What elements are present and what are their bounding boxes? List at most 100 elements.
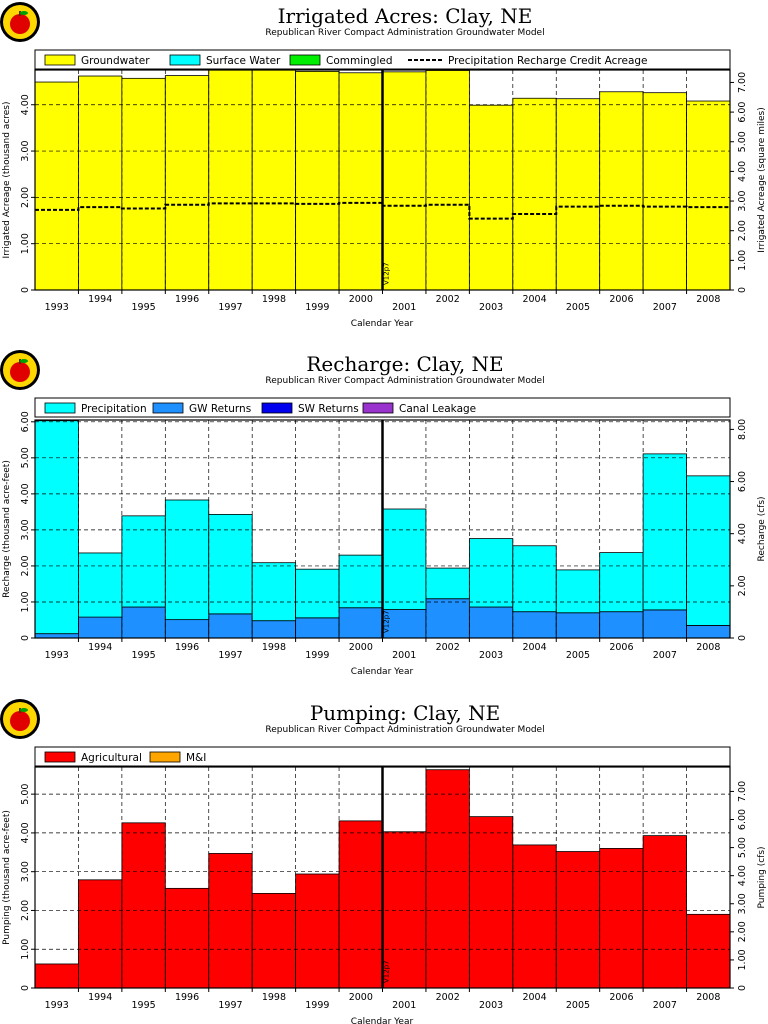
y2-tick-label: 4.00 <box>737 523 748 544</box>
bar-1997 <box>208 853 253 989</box>
x-tick-label: 2000 <box>349 992 373 1003</box>
x-tick-label: 1994 <box>88 294 112 305</box>
x-tick-label: 2008 <box>696 642 720 653</box>
bar-1999 <box>295 70 340 291</box>
y-tick-label: 6.00 <box>20 411 31 432</box>
y2-axis-label: Irrigated Acreage (square miles) <box>757 107 767 252</box>
x-tick-label: 1997 <box>218 302 242 313</box>
legend-label: Surface Water <box>206 55 281 67</box>
y-tick-label: 1.00 <box>20 591 31 612</box>
y-tick-label: 0 <box>20 985 31 991</box>
bar-1994 <box>78 879 123 989</box>
bar-2002 <box>425 567 470 600</box>
bar-2000 <box>338 607 383 639</box>
x-tick-label: 2002 <box>436 642 460 653</box>
series-groundwater <box>34 68 731 291</box>
legend-swatch <box>44 402 76 414</box>
bar-2001 <box>382 508 427 610</box>
bar-2000 <box>338 72 383 291</box>
bar-1994 <box>78 552 123 618</box>
bar-2005 <box>555 612 601 639</box>
legend: Groundwater Surface Water Commingled Precip… <box>34 49 731 70</box>
y-axis-label: Irrigated Acreage (thousand acres) <box>2 101 12 258</box>
bar-1997 <box>208 613 253 639</box>
legend-label: Precipitation <box>81 403 147 415</box>
x-tick-label: 1998 <box>262 992 286 1003</box>
x-tick-label: 1999 <box>305 302 329 313</box>
bar-1993 <box>34 633 79 639</box>
x-tick-label: 2003 <box>479 650 503 661</box>
x-tick-label: 1994 <box>88 642 112 653</box>
x-tick-label: 1995 <box>132 1000 156 1011</box>
bar-1999 <box>295 617 340 639</box>
y2-axis-label: Pumping (cfs) <box>757 846 767 908</box>
y-tick-label: 3.00 <box>20 861 31 882</box>
legend-swatch <box>149 751 181 763</box>
chart-title: Pumping: Clay, NE <box>310 701 500 725</box>
x-tick-label: 2008 <box>696 992 720 1003</box>
x-tick-label: 2002 <box>436 294 460 305</box>
bar-2003 <box>468 606 514 639</box>
x-tick-label: 1998 <box>262 294 286 305</box>
y-axis-label: Pumping (thousand acre-feet) <box>2 810 12 945</box>
y2-tick-label: 5.00 <box>737 837 748 858</box>
bar-1993 <box>34 81 79 291</box>
model-version-label: V12p7 <box>383 610 391 633</box>
legend-swatch <box>261 402 293 414</box>
model-version-label: V12p7 <box>383 960 391 983</box>
bar-2001 <box>382 71 427 291</box>
x-tick-label: 2007 <box>653 650 677 661</box>
series-agricultural <box>34 769 731 989</box>
bar-2005 <box>555 98 601 291</box>
bar-2003 <box>468 538 514 608</box>
bar-1999 <box>295 568 340 619</box>
y-axis-label: Recharge (thousand acre-feet) <box>2 460 12 598</box>
y-tick-label: 0 <box>20 635 31 641</box>
chart-subtitle: Republican River Compact Administration … <box>265 725 544 735</box>
y-tick-label: 3.00 <box>20 519 31 540</box>
y-tick-label: 3.00 <box>20 140 31 161</box>
legend-swatch <box>362 402 394 414</box>
y-tick-label: 5.00 <box>20 447 31 468</box>
y2-tick-label: 2.00 <box>737 220 748 241</box>
x-tick-label: 1999 <box>305 1000 329 1011</box>
y-tick-label: 5.00 <box>20 784 31 805</box>
x-tick-label: 1993 <box>45 302 69 313</box>
y2-tick-label: 7.00 <box>737 781 748 802</box>
logo-icon <box>0 2 40 42</box>
y2-tick-label: 4.00 <box>737 161 748 182</box>
y2-tick-label: 6.00 <box>737 471 748 492</box>
logo-apple <box>10 711 30 731</box>
bar-2007 <box>642 453 687 611</box>
x-tick-label: 2005 <box>566 650 590 661</box>
x-tick-label: 2001 <box>392 302 416 313</box>
y-tick-label: 2.00 <box>20 555 31 576</box>
logo-stem <box>19 11 21 16</box>
legend: Precipitation GW Returns SW Returns Canal L… <box>34 397 731 418</box>
x-tick-label: 2000 <box>349 294 373 305</box>
bar-2006 <box>599 91 644 291</box>
chart-title: Recharge: Clay, NE <box>306 352 503 376</box>
legend-swatch <box>169 54 201 66</box>
x-tick-label: 2003 <box>479 1000 503 1011</box>
logo-icon <box>0 350 40 390</box>
legend-label: Groundwater <box>81 55 150 67</box>
bar-2007 <box>642 609 687 639</box>
bar-2006 <box>599 552 644 613</box>
x-tick-label: 2005 <box>566 302 590 313</box>
bar-2002 <box>425 769 470 989</box>
bar-1998 <box>251 562 297 622</box>
bar-1998 <box>251 69 297 291</box>
legend-swatch <box>44 751 76 763</box>
logo-icon <box>0 699 40 739</box>
x-tick-label: 1995 <box>132 302 156 313</box>
bar-2003 <box>468 816 514 989</box>
y-tick-label: 1.00 <box>20 233 31 254</box>
bar-1996 <box>164 75 210 291</box>
bar-2007 <box>642 835 687 989</box>
y2-tick-label: 6.00 <box>737 102 748 123</box>
legend-swatch <box>289 54 321 66</box>
legend-label: M&I <box>186 752 206 764</box>
